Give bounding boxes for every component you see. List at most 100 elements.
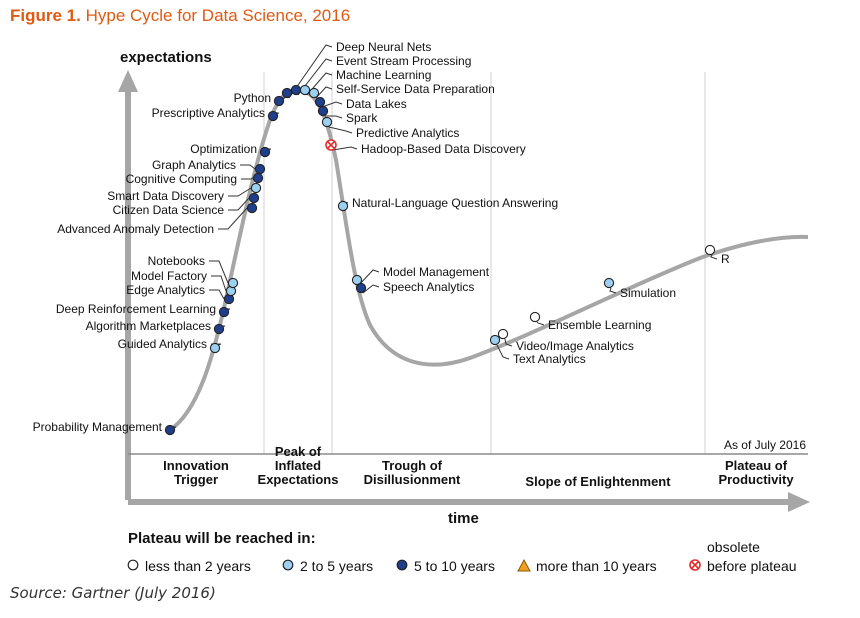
hype-cycle-chart: expectations time As of July 2016 Innova…: [33, 40, 810, 574]
label-text-analytics: Text Analytics: [513, 352, 586, 366]
leader-text-analytics: [496, 344, 510, 360]
label-citizen-data-science: Citizen Data Science: [113, 203, 225, 217]
point-event-stream-processing: [290, 84, 302, 96]
leader-event-stream-processing: [297, 58, 333, 96]
label-data-lakes: Data Lakes: [346, 97, 407, 111]
legend-label-obsolete-line-2: before plateau: [707, 558, 797, 574]
x-axis: [128, 492, 810, 512]
point-r: [704, 244, 716, 256]
point-data-lakes: [314, 96, 326, 108]
leader-speech-analytics: [362, 284, 380, 294]
legend-label-2to5: 2 to 5 years: [300, 558, 373, 574]
point-simulation: [603, 277, 615, 289]
leader-video-image-analytics: [504, 338, 513, 347]
source-note: Source: Gartner (July 2016): [10, 584, 216, 602]
point-self-service-data-preparation: [308, 87, 320, 99]
leader-edge-analytics: [209, 289, 225, 300]
point-video-image-analytics: [497, 328, 509, 340]
legend-item-obsolete: obsolete before plateau: [689, 539, 797, 574]
legend-item-5to10: 5 to 10 years: [396, 558, 495, 574]
label-algorithm-marketplaces: Algorithm Marketplaces: [86, 319, 211, 333]
label-predictive-analytics: Predictive Analytics: [356, 126, 459, 140]
point-citizen-data-science: [248, 192, 260, 204]
legend-label-5to10: 5 to 10 years: [414, 558, 495, 574]
point-python: [273, 95, 285, 107]
legend-item-lt2: less than 2 years: [127, 558, 251, 574]
leader-ensemble-learning: [536, 321, 545, 326]
figure-label: Figure 1.: [10, 6, 81, 25]
leader-deep-neural-nets: [288, 44, 333, 99]
leader-graph-analytics: [240, 164, 256, 170]
as-of-note: As of July 2016: [724, 438, 806, 452]
legend-item-2to5: 2 to 5 years: [282, 558, 373, 574]
leader-citizen-data-science: [228, 197, 250, 211]
phase-label-4-line-1: Slope of Enlightenment: [525, 474, 671, 489]
label-deep-neural-nets: Deep Neural Nets: [336, 40, 431, 54]
label-deep-reinforcement-learning: Deep Reinforcement Learning: [56, 302, 216, 316]
legend-marker-obsolete: [689, 559, 701, 571]
point-graph-analytics: [254, 163, 266, 175]
label-machine-learning: Machine Learning: [336, 68, 431, 82]
phase-label-5-line-1: Plateau of: [725, 458, 788, 473]
label-probability-management: Probability Management: [33, 420, 163, 434]
label-graph-analytics: Graph Analytics: [152, 158, 236, 172]
phase-label-3-line-2: Disillusionment: [364, 472, 461, 487]
leader-data-lakes: [321, 101, 343, 108]
point-spark: [317, 105, 329, 117]
point-model-management: [351, 274, 363, 286]
hype-curve: [168, 87, 809, 432]
point-natural-language-question-answering: [337, 200, 349, 212]
phase-label-2-line-2: Inflated: [275, 458, 321, 473]
legend-label-gt10: more than 10 years: [536, 558, 657, 574]
label-cognitive-computing: Cognitive Computing: [126, 172, 237, 186]
leader-model-factory: [211, 275, 227, 292]
point-text-analytics: [489, 334, 501, 346]
label-advanced-anomaly-detection: Advanced Anomaly Detection: [57, 222, 214, 236]
x-axis-label: time: [448, 510, 479, 527]
point-ensemble-learning: [529, 311, 541, 323]
label-video-image-analytics: Video/Image Analytics: [516, 339, 634, 353]
label-prescriptive-analytics: Prescriptive Analytics: [152, 106, 265, 120]
legend-label-obsolete-line-1: obsolete: [707, 539, 760, 555]
point-predictive-analytics: [321, 116, 333, 128]
legend-marker-gt10: [517, 558, 531, 572]
legend-label-lt2: less than 2 years: [145, 558, 251, 574]
leader-cognitive-computing: [241, 177, 254, 180]
legend-marker-5to10: [396, 559, 408, 571]
legend: Plateau will be reached in: less than 2 y…: [127, 530, 797, 574]
label-smart-data-discovery: Smart Data Discovery: [107, 189, 224, 203]
label-spark: Spark: [346, 111, 378, 125]
y-axis: [118, 70, 138, 500]
point-smart-data-discovery: [250, 182, 262, 194]
leader-advanced-anomaly-detection: [218, 207, 248, 230]
point-deep-reinforcement-learning: [218, 306, 230, 318]
leader-spark: [325, 115, 343, 119]
leader-r: [710, 254, 718, 260]
label-guided-analytics: Guided Analytics: [118, 337, 207, 351]
technology-points: [164, 84, 716, 436]
point-speech-analytics: [355, 282, 367, 294]
leader-model-management: [358, 269, 380, 286]
point-hadoop-based-data-discovery: [325, 139, 337, 151]
legend-item-gt10: more than 10 years: [517, 558, 657, 574]
point-cognitive-computing: [252, 172, 264, 184]
label-event-stream-processing: Event Stream Processing: [336, 54, 471, 68]
legend-title: Plateau will be reached in:: [128, 530, 316, 547]
phase-label-1-line-2: Trigger: [174, 472, 218, 487]
label-notebooks: Notebooks: [148, 254, 205, 268]
point-notebooks: [227, 277, 239, 289]
label-hadoop-based-data-discovery: Hadoop-Based Data Discovery: [361, 142, 526, 156]
leader-smart-data-discovery: [228, 187, 252, 197]
leader-self-service-data-preparation: [315, 86, 333, 99]
point-prescriptive-analytics: [267, 110, 279, 122]
leader-notebooks: [209, 260, 229, 284]
technology-labels: Probability Management Guided Analytics Al…: [33, 40, 730, 434]
point-algorithm-marketplaces: [213, 323, 225, 335]
phase-label-2-line-1: Peak of: [275, 444, 322, 459]
legend-marker-2to5: [282, 559, 294, 571]
label-python: Python: [234, 91, 271, 105]
y-axis-label: expectations: [120, 49, 212, 66]
label-speech-analytics: Speech Analytics: [383, 280, 474, 294]
label-natural-language-question-answering: Natural-Language Question Answering: [352, 196, 558, 210]
